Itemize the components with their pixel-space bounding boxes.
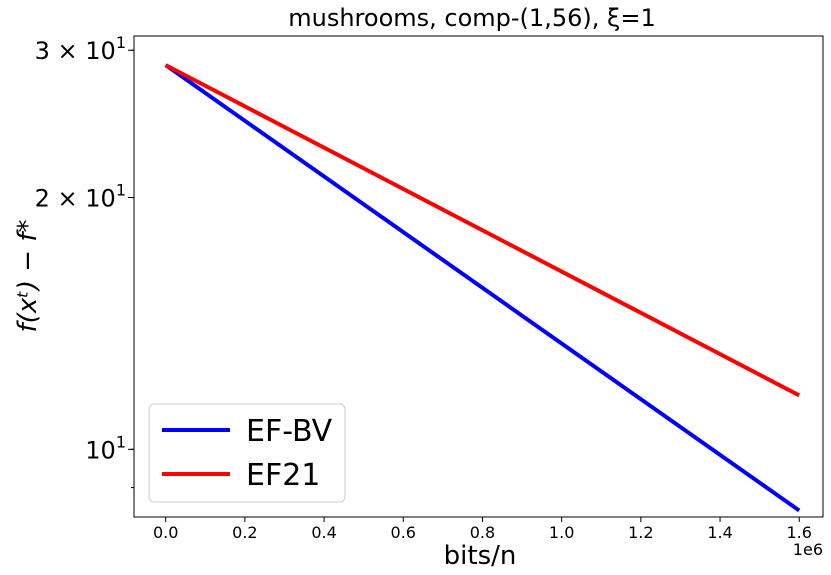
x-offset-label: 1e6 bbox=[793, 540, 823, 559]
x-tick-label: 0.2 bbox=[232, 523, 257, 542]
x-tick-label: 1.4 bbox=[707, 523, 732, 542]
x-tick-label: 0.6 bbox=[391, 523, 416, 542]
series-line-ef-bv bbox=[164, 63, 801, 513]
x-axis: 0.0 0.2 0.4 0.6 0.8 1.0 1.2 1.4 1.6 bbox=[153, 517, 812, 542]
x-tick-label: 1.2 bbox=[628, 523, 653, 542]
y-tick-label: 3 × 101 bbox=[35, 33, 126, 65]
x-tick-label: 0.4 bbox=[311, 523, 336, 542]
legend-label-ef21: EF21 bbox=[246, 458, 320, 493]
chart-title: mushrooms, comp-(1,56), ξ=1 bbox=[288, 4, 656, 32]
y-tick-label: 101 bbox=[85, 432, 126, 464]
x-tick-label: 0.0 bbox=[153, 523, 178, 542]
x-tick-label: 1.0 bbox=[549, 523, 574, 542]
x-tick-label: 0.8 bbox=[470, 523, 495, 542]
plot-area bbox=[133, 35, 824, 518]
legend: EF-BV EF21 bbox=[148, 403, 346, 503]
legend-label-ef-bv: EF-BV bbox=[246, 414, 333, 449]
series-line-ef21 bbox=[164, 63, 801, 398]
x-axis-label: bits/n bbox=[444, 541, 517, 571]
y-axis-label: f(xᵗ) − f* bbox=[13, 220, 43, 333]
y-axis: 3 × 101 2 × 101 101 bbox=[35, 33, 134, 489]
series-lines bbox=[164, 63, 801, 513]
y-tick-label: 2 × 101 bbox=[35, 181, 126, 213]
x-tick-label: 1.6 bbox=[787, 523, 812, 542]
